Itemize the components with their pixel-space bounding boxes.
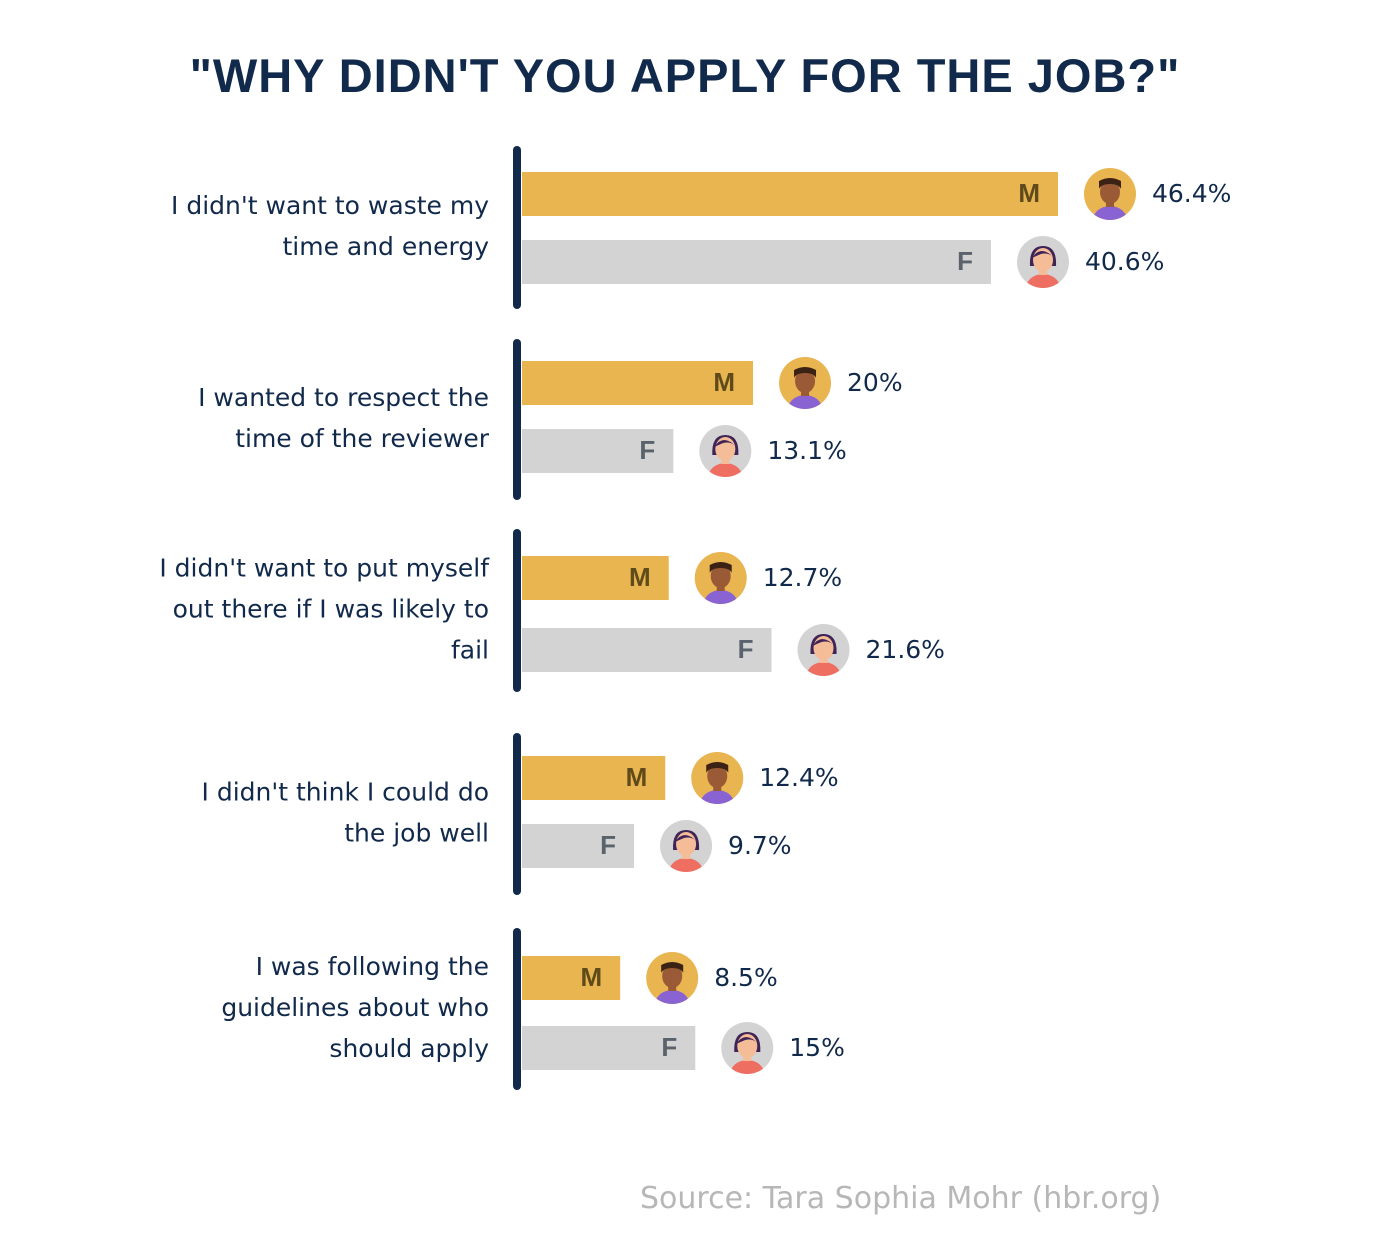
- avatar-shirt: [1093, 206, 1127, 220]
- bar-female: [522, 1026, 696, 1070]
- category-label: I didn't want to waste my: [171, 191, 489, 220]
- bar-female: [522, 429, 674, 473]
- avatar-shirt: [1026, 274, 1060, 288]
- chart-title: "WHY DIDN'T YOU APPLY FOR THE JOB?": [189, 49, 1181, 102]
- male-avatar-icon: [1084, 168, 1136, 220]
- avatar-head: [707, 764, 728, 788]
- bar-letter-male: M: [626, 762, 648, 792]
- avatar-head: [795, 369, 816, 393]
- female-avatar-icon: [797, 624, 850, 676]
- female-avatar-icon: [660, 820, 713, 872]
- value-label-male: 8.5%: [714, 963, 778, 992]
- avatar-bangs: [736, 1037, 759, 1044]
- bar-female: [522, 824, 635, 868]
- category-label: I didn't think I could do: [202, 778, 489, 807]
- category-label: should apply: [329, 1034, 489, 1063]
- category-label: I wanted to respect the: [198, 383, 489, 412]
- avatar-shirt: [703, 590, 738, 604]
- category-label: guidelines about who: [221, 993, 489, 1022]
- bar-letter-female: F: [600, 830, 616, 860]
- avatar-hair: [1099, 178, 1121, 189]
- bar-letter-male: M: [1018, 178, 1040, 208]
- avatar-bangs: [812, 639, 835, 646]
- category-label: the job well: [344, 819, 489, 848]
- value-label-female: 9.7%: [728, 831, 792, 860]
- avatar-hair: [661, 962, 684, 973]
- bar-letter-female: F: [639, 435, 655, 465]
- bar-male: [522, 172, 1058, 216]
- bar-male: [522, 361, 754, 405]
- avatar-shirt: [700, 790, 735, 804]
- value-label-female: 15%: [789, 1033, 845, 1062]
- value-label-male: 46.4%: [1152, 179, 1231, 208]
- category-label: fail: [451, 636, 489, 665]
- female-avatar-icon: [1017, 236, 1069, 288]
- bar-letter-male: M: [629, 562, 651, 592]
- avatar-hair: [706, 762, 729, 773]
- bar-male: [522, 556, 669, 600]
- value-label-male: 12.7%: [763, 563, 842, 592]
- source-credit: Source: Tara Sophia Mohr (hbr.org): [640, 1181, 1162, 1216]
- value-label-male: 20%: [847, 368, 903, 397]
- avatar-bangs: [675, 835, 698, 842]
- category-label: time and energy: [282, 232, 489, 261]
- male-avatar-icon: [691, 752, 744, 804]
- bar-letter-female: F: [661, 1032, 677, 1062]
- avatar-hair: [794, 367, 817, 378]
- bar-female: [522, 240, 991, 284]
- value-label-female: 21.6%: [866, 635, 945, 664]
- avatar-shirt: [669, 858, 704, 872]
- avatar-head: [662, 964, 683, 988]
- avatar-bangs: [714, 440, 737, 447]
- bar-male: [522, 756, 666, 800]
- value-label-male: 12.4%: [759, 763, 838, 792]
- bar-letter-female: F: [738, 634, 754, 664]
- avatar-bangs: [1032, 251, 1054, 258]
- bar-letter-female: F: [957, 246, 973, 276]
- avatar-shirt: [788, 395, 823, 409]
- avatar-shirt: [655, 990, 690, 1004]
- category-label: time of the reviewer: [235, 424, 490, 453]
- female-avatar-icon: [699, 425, 752, 477]
- female-avatar-icon: [721, 1022, 774, 1074]
- male-avatar-icon: [779, 357, 832, 409]
- bar-female: [522, 628, 772, 672]
- male-avatar-icon: [646, 952, 699, 1004]
- bar-letter-male: M: [713, 367, 735, 397]
- avatar-hair: [709, 562, 732, 573]
- avatar-head: [710, 564, 731, 588]
- value-label-female: 13.1%: [767, 436, 846, 465]
- avatar-shirt: [708, 463, 743, 477]
- bar-letter-male: M: [581, 962, 603, 992]
- category-label: I was following the: [256, 952, 489, 981]
- value-label-female: 40.6%: [1085, 247, 1164, 276]
- avatar-head: [1100, 180, 1120, 204]
- category-label: out there if I was likely to: [173, 595, 489, 624]
- bar-male: [522, 956, 621, 1000]
- male-avatar-icon: [694, 552, 747, 604]
- category-label: I didn't want to put myself: [159, 554, 490, 583]
- avatar-shirt: [730, 1060, 765, 1074]
- avatar-shirt: [806, 662, 841, 676]
